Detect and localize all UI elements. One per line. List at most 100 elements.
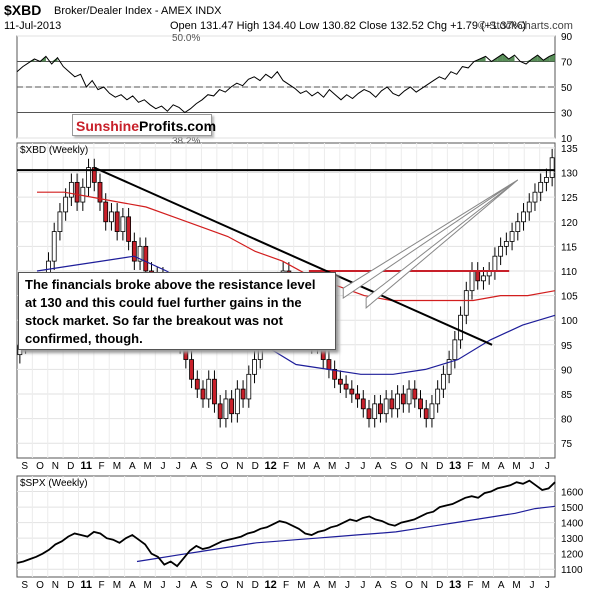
candle-body	[458, 314, 463, 341]
candle-body	[103, 201, 109, 223]
candle-body	[526, 201, 532, 213]
price-x-tick-label: M	[328, 461, 336, 472]
spx-x-tick-label: M	[328, 580, 336, 591]
callout-pointer	[365, 179, 519, 309]
candle-body	[240, 388, 246, 400]
spx-x-tick-label: J	[345, 580, 350, 591]
rsi-annotation: 50.0%	[172, 33, 200, 44]
chart-symbol: $XBD	[4, 2, 42, 18]
rsi-tick-label: 70	[561, 58, 573, 69]
price-x-tick-label: M	[143, 461, 151, 472]
candle-body	[57, 211, 63, 232]
spx-x-tick-label: J	[360, 580, 365, 591]
spx-x-tick-label: O	[36, 580, 44, 591]
spx-tick-label: 1500	[561, 503, 584, 514]
rsi-overbought-fill	[479, 56, 486, 62]
rsi-overbought-fill	[51, 57, 58, 62]
candle-body	[515, 221, 521, 232]
price-tick-label: 110	[561, 267, 577, 278]
spx-tick-label: 1100	[561, 565, 583, 576]
price-x-tick-label: A	[313, 461, 320, 472]
candle-body	[86, 167, 91, 188]
price-x-tick-label: O	[221, 461, 229, 472]
candle-body	[337, 378, 343, 385]
candle-body	[68, 181, 74, 198]
candle-body	[395, 393, 401, 410]
price-tick-label: 125	[561, 193, 578, 204]
rsi-annotation: 38.2%	[172, 136, 200, 147]
price-x-tick-label: 12	[265, 460, 277, 472]
chart-date: 11-Jul-2013	[4, 20, 62, 32]
candle-body	[452, 339, 458, 360]
rsi-tick-label: 90	[561, 32, 573, 43]
chart-index-name: Broker/Dealer Index - AMEX INDX	[54, 5, 222, 17]
spx-x-tick-label: F	[283, 580, 289, 591]
candle-body	[212, 378, 217, 405]
price-panel-title: $XBD (Weekly)	[20, 145, 88, 156]
candle-body	[229, 398, 235, 415]
price-x-tick-label: N	[52, 461, 59, 472]
spx-x-tick-label: 12	[265, 579, 277, 591]
candle-body	[189, 359, 194, 380]
candle-body	[418, 398, 423, 410]
candle-body	[463, 290, 469, 316]
spx-x-tick-label: O	[405, 580, 413, 591]
candle-body	[120, 216, 126, 232]
price-x-tick-label: S	[21, 461, 28, 472]
candle-body	[246, 373, 252, 400]
candle-body	[355, 393, 360, 400]
spx-x-tick-label: N	[52, 580, 59, 591]
spx-x-tick-label: S	[390, 580, 397, 591]
price-tick-label: 85	[561, 390, 573, 401]
spx-x-tick-label: M	[143, 580, 151, 591]
candle-body	[446, 359, 452, 375]
price-x-tick-label: F	[467, 461, 473, 472]
price-x-tick-label: F	[283, 461, 289, 472]
spx-line	[16, 479, 556, 568]
candle-body	[492, 255, 498, 272]
spx-x-tick-label: J	[161, 580, 166, 591]
price-x-tick-label: N	[421, 461, 428, 472]
spx-x-tick-label: M	[482, 580, 490, 591]
spx-x-tick-label: D	[252, 580, 259, 591]
rsi-overbought-fill	[549, 53, 555, 62]
candle-body	[194, 378, 200, 390]
price-tick-label: 120	[561, 218, 578, 229]
candle-body	[91, 167, 97, 183]
candle-body	[63, 196, 69, 213]
ma-blue-line	[36, 255, 556, 375]
candle-body	[360, 398, 366, 410]
price-x-tick-label: M	[482, 461, 490, 472]
candle-body	[383, 398, 389, 415]
candle-body	[440, 373, 446, 390]
spx-x-tick-label: S	[21, 580, 28, 591]
price-tick-label: 95	[561, 341, 573, 352]
spx-x-tick-label: N	[421, 580, 428, 591]
price-tick-label: 90	[561, 365, 573, 376]
price-tick-label: 115	[561, 242, 577, 253]
spx-x-tick-label: 11	[80, 579, 92, 591]
spx-tick-label: 1400	[561, 519, 584, 530]
callout-pointer	[342, 179, 519, 299]
candle-body	[223, 398, 229, 420]
panel-frame	[16, 475, 556, 578]
rsi-tick-label: 50	[561, 83, 573, 94]
price-tick-label: 80	[561, 415, 573, 426]
candle-body	[544, 177, 549, 183]
price-x-tick-label: S	[390, 461, 397, 472]
price-x-tick-label: J	[545, 461, 550, 472]
candle-body	[131, 241, 137, 262]
candle-body	[114, 211, 120, 232]
candle-body	[503, 241, 509, 247]
candle-body	[252, 359, 257, 375]
candle-body	[423, 408, 429, 420]
rsi-tick-label: 10	[561, 134, 573, 145]
price-x-tick-label: D	[252, 461, 259, 472]
candle-body	[372, 403, 378, 420]
candle-body	[389, 398, 395, 410]
candle-body	[349, 388, 355, 395]
candle-body	[429, 403, 435, 420]
spx-x-tick-label: 13	[449, 579, 461, 591]
price-tick-label: 135	[561, 144, 578, 155]
